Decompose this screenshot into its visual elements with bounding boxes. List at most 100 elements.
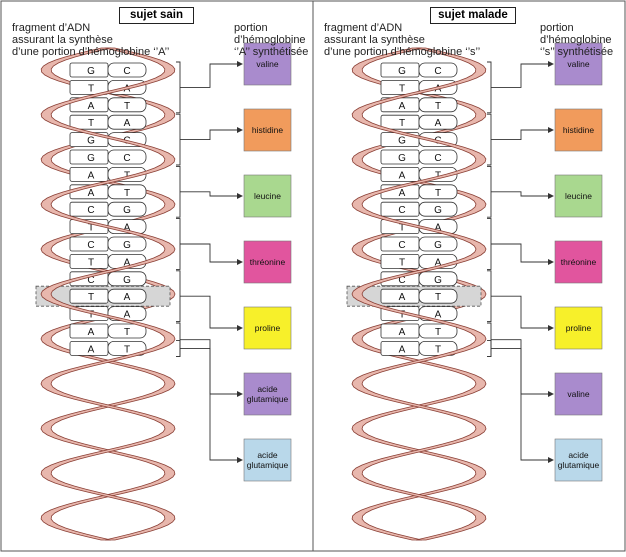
- base-letter-left: A: [88, 170, 95, 181]
- arrow-head: [237, 259, 243, 265]
- base-letter-left: C: [87, 240, 94, 251]
- amino-acid-label-line: glutamique: [247, 394, 289, 404]
- base-letter-left: A: [399, 101, 406, 112]
- panel-malade: GCTAATTAGCGCATATCGTACGTACGATTAATATvaline…: [346, 42, 603, 541]
- base-right: [107, 288, 147, 304]
- amino-acid-box: [554, 42, 603, 86]
- base-right: [418, 323, 458, 339]
- triplet-bracket: [176, 113, 181, 166]
- base-letter-right: A: [124, 292, 131, 303]
- base-letter-left: A: [399, 170, 406, 181]
- base-letter-right: C: [434, 66, 441, 77]
- amino-acid-label-line: glutamique: [558, 460, 600, 470]
- base-letter-right: T: [435, 292, 441, 303]
- base-letter-right: A: [435, 310, 442, 321]
- base-letter-left: C: [87, 275, 94, 286]
- amino-acid-label-line: valine: [567, 59, 589, 69]
- amino-acid-box: [243, 306, 292, 350]
- amino-acid-box: [554, 372, 603, 416]
- base-right: [418, 62, 458, 78]
- connector-line: [180, 63, 240, 88]
- dna-strand-front: [40, 47, 176, 541]
- amino-acid-label: acide glutamique: [247, 384, 289, 404]
- amino-acid-label-line: valine: [567, 389, 589, 399]
- base-letter-left: G: [398, 153, 406, 164]
- base-letter-left: T: [88, 257, 94, 268]
- amino-acid-label-line: histidine: [563, 125, 594, 135]
- panel-title-malade: sujet malade: [430, 7, 516, 24]
- amino-acid-label-line: proline: [255, 323, 281, 333]
- arrow-head: [237, 325, 243, 331]
- connector-line: [180, 129, 240, 141]
- amino-acid-label-line: acide: [257, 450, 278, 460]
- amino-acid-box: [554, 306, 603, 350]
- amino-acid-label-line: acide: [568, 450, 589, 460]
- base-right: [107, 184, 147, 200]
- base-letter-right: A: [124, 118, 131, 129]
- base-letter-left: T: [88, 83, 94, 94]
- base-right: [418, 201, 458, 217]
- amino-acid-label: proline: [566, 323, 592, 333]
- arrow-head: [548, 457, 554, 463]
- amino-acid-label: thréonine: [561, 257, 597, 267]
- base-right: [107, 97, 147, 113]
- base-letter-right: T: [124, 327, 130, 338]
- base-right: [107, 62, 147, 78]
- arrow-head: [237, 391, 243, 397]
- base-letter-right: C: [123, 66, 130, 77]
- base-right: [418, 236, 458, 252]
- triplet-bracket: [487, 339, 492, 357]
- base-letter-left: C: [398, 275, 405, 286]
- connector-line: [180, 347, 240, 461]
- arrow-head: [548, 193, 554, 199]
- amino-acid-label-line: leucine: [565, 191, 592, 201]
- dna-fragment-header-malade: fragment d’ADN assurant la synthèse d’un…: [324, 22, 481, 58]
- base-letter-right: G: [123, 275, 131, 286]
- base-right: [107, 201, 147, 217]
- protein-header-malade: portion d’hémoglobine ‘’s’’ synthétisée: [540, 22, 614, 58]
- base-letter-left: T: [88, 118, 94, 129]
- base-right: [107, 271, 147, 287]
- base-right: [418, 97, 458, 113]
- connector-line: [491, 295, 551, 329]
- amino-acid-label: proline: [255, 323, 281, 333]
- amino-acid-label-line: leucine: [254, 191, 281, 201]
- amino-acid-box: [243, 42, 292, 86]
- amino-acid-box: [243, 108, 292, 152]
- base-right: [107, 149, 147, 165]
- connector-line: [491, 63, 551, 88]
- base-letter-left: T: [399, 83, 405, 94]
- base-letter-right: G: [434, 205, 442, 216]
- base-letter-left: A: [399, 327, 406, 338]
- amino-acid-label: valine: [256, 59, 278, 69]
- base-letter-left: C: [398, 240, 405, 251]
- base-right: [107, 236, 147, 252]
- arrow-head: [237, 457, 243, 463]
- base-letter-left: A: [88, 188, 95, 199]
- arrow-head: [237, 193, 243, 199]
- base-letter-left: T: [399, 310, 405, 321]
- amino-acid-label: histidine: [563, 125, 594, 135]
- base-letter-right: T: [124, 101, 130, 112]
- amino-acid-label: acide glutamique: [247, 450, 289, 470]
- amino-acid-box: [243, 438, 292, 482]
- base-letter-left: A: [399, 344, 406, 355]
- amino-acid-label-line: thréonine: [250, 257, 286, 267]
- connector-line: [491, 191, 551, 197]
- base-letter-right: T: [124, 188, 130, 199]
- arrow-head: [237, 127, 243, 133]
- triplet-bracket: [176, 165, 181, 218]
- base-letter-right: T: [435, 327, 441, 338]
- arrow-head: [548, 61, 554, 67]
- amino-acid-box: [243, 240, 292, 284]
- base-letter-right: C: [123, 153, 130, 164]
